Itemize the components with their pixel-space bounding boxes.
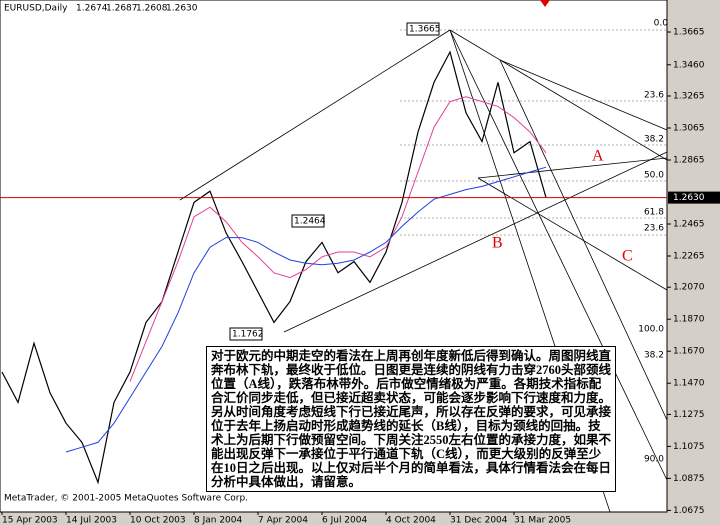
- header: 1.2630: [166, 4, 198, 14]
- y-tick-label: 1.1670: [673, 347, 705, 357]
- y-tick-label: 1.1075: [673, 442, 705, 452]
- x-tick-label: 4 Oct 2004: [386, 516, 436, 525]
- x-tick-label: 15 Apr 2003: [2, 516, 58, 525]
- price-line: [129, 96, 547, 382]
- price-box: [291, 214, 325, 228]
- price-line: [65, 166, 547, 453]
- x-tick-label: 31 Mar 2005: [514, 516, 571, 525]
- x-tick-label: 14 Jul 2003: [66, 516, 117, 525]
- y-tick-label: 1.3665: [673, 28, 705, 38]
- y-tick-label: 1.3065: [673, 124, 705, 134]
- x-tick-label: 8 Jan 2004: [194, 516, 242, 525]
- period-marker: [540, 0, 550, 7]
- fib-label: 61.8: [644, 208, 664, 218]
- y-tick-label: 1.2070: [673, 283, 705, 293]
- line-label: C: [622, 248, 633, 265]
- y-tick-label: 1.1870: [673, 315, 705, 325]
- y-tick-label: 1.0875: [673, 474, 705, 484]
- line-label: B: [492, 235, 503, 252]
- fib-label: 23.6: [644, 224, 664, 234]
- current-price-label: 1.2630: [673, 193, 705, 203]
- price-box-label: 1.2464: [294, 217, 326, 227]
- y-tick-label: 1.3265: [673, 92, 705, 102]
- fib-label: 90.0: [644, 455, 664, 465]
- y-tick-label: 1.0675: [673, 506, 705, 516]
- price-box-label: 1.1762: [232, 330, 264, 340]
- price-line: [1, 50, 547, 485]
- y-tick-label: 1.1470: [673, 379, 705, 389]
- y-tick-label: 1.2465: [673, 220, 705, 230]
- fib-label: 23.6: [644, 91, 664, 101]
- fib-label: 38.2: [644, 135, 664, 145]
- current-price-box: [668, 191, 720, 204]
- x-tick-label: 7 Apr 2004: [258, 516, 308, 525]
- y-tick-label: 1.1275: [673, 410, 705, 420]
- line-label: A: [592, 148, 604, 165]
- y-tick-label: 1.2865: [673, 156, 705, 166]
- price-box: [229, 327, 263, 341]
- y-tick-label: 1.2265: [673, 252, 705, 262]
- fib-label: 0.0: [654, 19, 669, 29]
- fib-label: 50.0: [644, 171, 664, 181]
- price-box: [406, 22, 440, 36]
- header: 1.2608: [136, 4, 168, 14]
- x-tick-label: 31 Dec 2004: [450, 516, 508, 525]
- fib-levels: [400, 29, 667, 236]
- x-tick-label: 6 Jul 2004: [322, 516, 367, 525]
- fib-label: 38.2: [644, 351, 664, 361]
- price-box-label: 1.3665: [409, 25, 441, 35]
- header: EURUSD,Daily: [4, 4, 68, 14]
- y-tick-label: 1.3460: [673, 60, 705, 70]
- copyright: MetaTrader, © 2001-2005 MetaQuotes Softw…: [4, 494, 248, 504]
- commentary: 对于欧元的中期走空的看法在上周再创年度新低后得到确认。周图阴线直奔布林下轨，最终…: [206, 346, 616, 492]
- fib-label: 100.0: [638, 325, 664, 335]
- header: 1.2687: [106, 4, 138, 14]
- x-tick-label: 10 Oct 2003: [130, 516, 186, 525]
- header: 1.2674: [76, 4, 108, 14]
